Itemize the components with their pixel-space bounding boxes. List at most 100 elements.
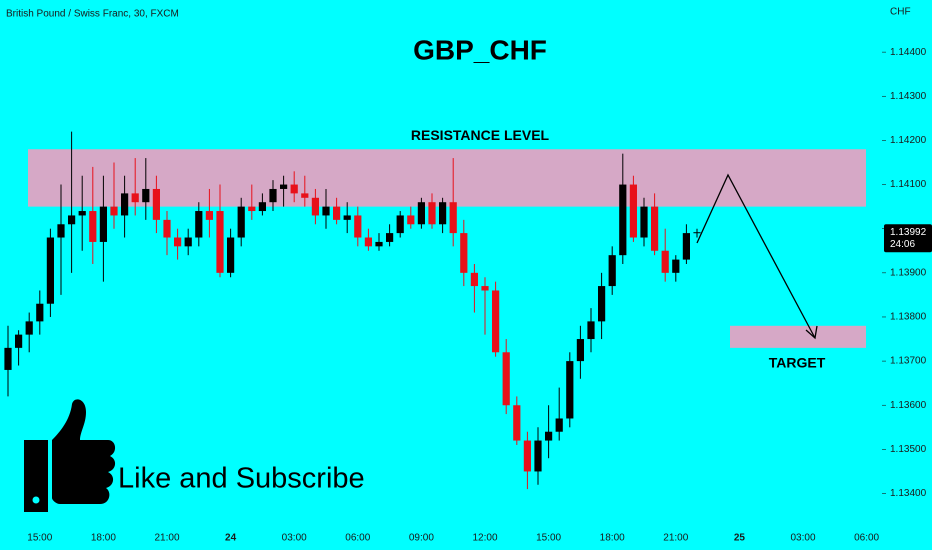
candle-body xyxy=(417,202,425,225)
candle-body xyxy=(163,219,171,238)
candle-body xyxy=(121,193,129,216)
candle-body xyxy=(248,206,256,212)
candle-body xyxy=(396,215,404,234)
candles xyxy=(4,131,701,490)
y-tick-label: 1.14100 xyxy=(890,179,927,190)
candle-body xyxy=(343,215,351,220)
countdown-label: 24:06 xyxy=(890,239,915,250)
y-tick-label: 1.13900 xyxy=(890,267,927,278)
zone-label: RESISTANCE LEVEL xyxy=(411,127,550,143)
candle-body xyxy=(682,233,690,260)
candle-body xyxy=(15,334,23,348)
x-tick-label: 21:00 xyxy=(663,533,688,544)
candle-body xyxy=(407,215,415,225)
candle-body xyxy=(46,237,54,304)
price-tag xyxy=(884,224,932,253)
candle-body xyxy=(195,211,203,238)
x-tick-label: 18:00 xyxy=(600,533,625,544)
candle-body xyxy=(354,215,362,238)
candle-body xyxy=(555,418,563,432)
zone-label: TARGET xyxy=(769,355,826,371)
candle-body xyxy=(439,202,447,225)
caption: Like and Subscribe xyxy=(118,463,365,495)
candle-body xyxy=(216,211,224,273)
candle-body xyxy=(428,202,436,225)
candle-body xyxy=(449,202,457,234)
x-tick-label: 12:00 xyxy=(472,533,497,544)
candle-body xyxy=(322,206,330,216)
candle-body xyxy=(205,211,213,220)
candle-body xyxy=(89,211,97,242)
y-tick-label: 1.13500 xyxy=(890,444,927,455)
candle-body xyxy=(269,188,277,203)
candle-body xyxy=(184,237,192,247)
axes: 1.144001.143001.142001.141001.140001.139… xyxy=(27,47,932,544)
candle-body xyxy=(640,206,648,238)
x-tick-label: 06:00 xyxy=(854,533,879,544)
arrow-head xyxy=(805,325,818,340)
candle-body xyxy=(311,197,319,216)
candle-body xyxy=(237,206,245,238)
candle-body xyxy=(534,440,542,472)
candle-body xyxy=(492,290,500,353)
candle-body xyxy=(523,440,531,472)
x-tick-label: 03:00 xyxy=(790,533,815,544)
price-tag-label: 1.13992 xyxy=(890,227,927,238)
x-tick-label: 24 xyxy=(225,533,237,544)
candle-body xyxy=(227,237,235,273)
candle-body xyxy=(375,241,383,247)
candle-body xyxy=(36,303,44,322)
candle-body xyxy=(672,259,680,273)
candle-body xyxy=(502,352,510,406)
x-tick-label: 25 xyxy=(734,533,746,544)
candle-body xyxy=(152,188,160,220)
thumbs-up-icon xyxy=(24,399,116,512)
candle-body xyxy=(576,339,584,362)
candle-body xyxy=(693,232,701,234)
candle-body xyxy=(545,431,553,441)
candle-body xyxy=(4,347,12,370)
candle-body xyxy=(587,321,595,340)
candle-body xyxy=(608,255,616,287)
candle-body xyxy=(566,361,574,419)
candle-body xyxy=(68,215,76,225)
x-tick-label: 15:00 xyxy=(536,533,561,544)
x-tick-label: 03:00 xyxy=(282,533,307,544)
y-tick-label: 1.14400 xyxy=(890,47,927,58)
candle-body xyxy=(174,237,182,247)
subtitle: British Pound / Swiss Franc, 30, FXCM xyxy=(6,9,179,20)
x-tick-label: 21:00 xyxy=(154,533,179,544)
candle-body xyxy=(142,188,150,203)
candle-body xyxy=(333,206,341,220)
candle-body xyxy=(290,184,298,194)
candle-body xyxy=(301,193,309,198)
candle-body xyxy=(661,250,669,273)
y-tick-label: 1.14300 xyxy=(890,91,927,102)
y-tick-label: 1.13600 xyxy=(890,400,927,411)
candle-body xyxy=(619,184,627,256)
projection-arrow xyxy=(696,173,816,339)
candle-body xyxy=(280,184,288,189)
candle-body xyxy=(386,233,394,242)
candle-body xyxy=(131,193,139,203)
candle-body xyxy=(258,202,266,212)
currency-label: CHF xyxy=(890,7,911,18)
candle-body xyxy=(25,321,33,335)
candle-body xyxy=(110,206,118,216)
y-tick-label: 1.13400 xyxy=(890,488,927,499)
y-tick-label: 1.13700 xyxy=(890,356,927,367)
candle-body xyxy=(629,184,637,238)
candle-body xyxy=(470,272,478,287)
candle-body xyxy=(651,206,659,251)
candle-body xyxy=(99,206,107,242)
x-tick-label: 15:00 xyxy=(27,533,52,544)
x-tick-label: 18:00 xyxy=(91,533,116,544)
chart-title: GBP_CHF xyxy=(413,34,547,65)
x-tick-label: 06:00 xyxy=(345,533,370,544)
y-tick-label: 1.13800 xyxy=(890,312,927,323)
candle-body xyxy=(598,286,606,322)
x-tick-label: 09:00 xyxy=(409,533,434,544)
candle-body xyxy=(57,224,65,238)
candle-body xyxy=(513,405,521,441)
